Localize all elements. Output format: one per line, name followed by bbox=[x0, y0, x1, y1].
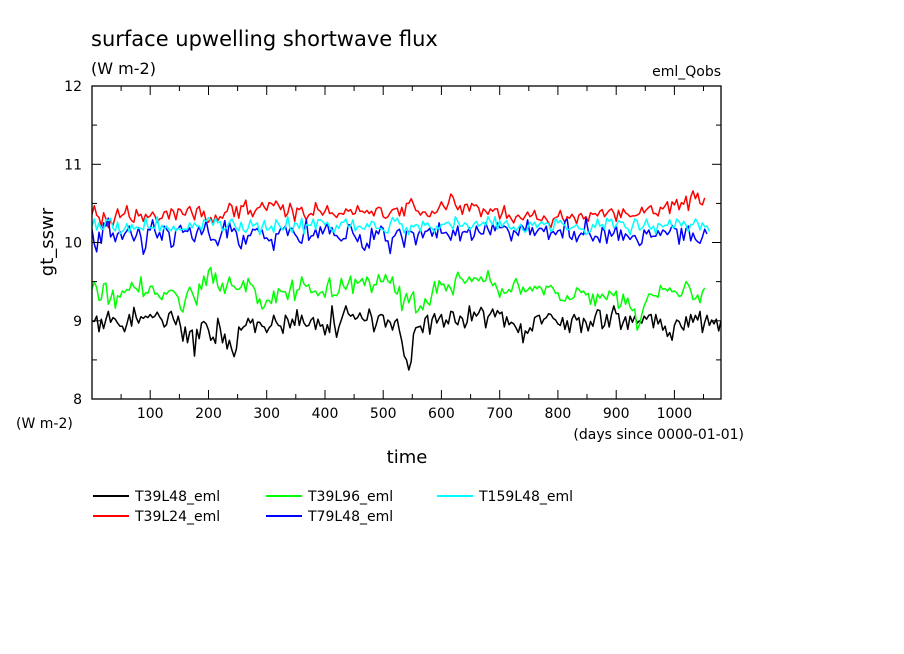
series-line-T79L48_eml bbox=[92, 217, 708, 255]
y-tick-label: 9 bbox=[73, 314, 82, 330]
y-tick-label: 11 bbox=[64, 157, 82, 173]
legend: T39L48_eml T39L24_eml T39L96_eml T79L48_eml… bbox=[93, 489, 573, 525]
y-tick-label: 12 bbox=[64, 79, 82, 95]
x-axis-units: (days since 0000-01-01) bbox=[573, 427, 744, 443]
legend-label: T39L24_eml bbox=[134, 509, 220, 525]
legend-item-T39L24_eml: T39L24_eml bbox=[93, 509, 220, 525]
legend-item-T79L48_eml: T79L48_eml bbox=[266, 509, 393, 525]
series-line-T39L24_eml bbox=[92, 190, 706, 229]
x-tick-label: 500 bbox=[370, 406, 397, 422]
series-layer bbox=[92, 190, 721, 371]
chart-title: surface upwelling shortwave flux bbox=[91, 27, 438, 51]
legend-item-T39L96_eml: T39L96_eml bbox=[266, 489, 393, 505]
y-axis-units: (W m-2) bbox=[16, 416, 73, 432]
series-line-T39L96_eml bbox=[92, 266, 706, 331]
legend-label: T39L96_eml bbox=[307, 489, 393, 505]
x-tick-label: 600 bbox=[428, 406, 455, 422]
chart-title-units: (W m-2) bbox=[91, 59, 156, 78]
x-tick-label: 200 bbox=[195, 406, 222, 422]
x-tick-label: 800 bbox=[545, 406, 572, 422]
y-axis-label: gt_sswr bbox=[37, 207, 58, 276]
legend-label: T79L48_eml bbox=[307, 509, 393, 525]
x-tick-label: 700 bbox=[486, 406, 513, 422]
x-tick-label: 100 bbox=[137, 406, 164, 422]
legend-item-T39L48_eml: T39L48_eml bbox=[93, 489, 220, 505]
x-axis-label: time bbox=[387, 447, 428, 468]
plot-area bbox=[92, 190, 721, 371]
legend-label: T159L48_eml bbox=[478, 489, 573, 505]
legend-label: T39L48_eml bbox=[134, 489, 220, 505]
legend-item-T159L48_eml: T159L48_eml bbox=[437, 489, 573, 505]
x-tick-label: 1000 bbox=[657, 406, 693, 422]
x-tick-label: 300 bbox=[253, 406, 280, 422]
series-line-T39L48_eml bbox=[92, 305, 721, 371]
x-tick-label: 900 bbox=[603, 406, 630, 422]
ticks-layer: 100 200 300 400 500 600 700 800 900 1000 8 9 10 11 12 bbox=[64, 79, 721, 422]
series-line-T159L48_eml bbox=[92, 215, 711, 236]
chart-subtitle-right: eml_Qobs bbox=[652, 64, 721, 80]
y-tick-label: 10 bbox=[64, 236, 82, 252]
y-tick-label: 8 bbox=[73, 392, 82, 408]
x-tick-label: 400 bbox=[312, 406, 339, 422]
